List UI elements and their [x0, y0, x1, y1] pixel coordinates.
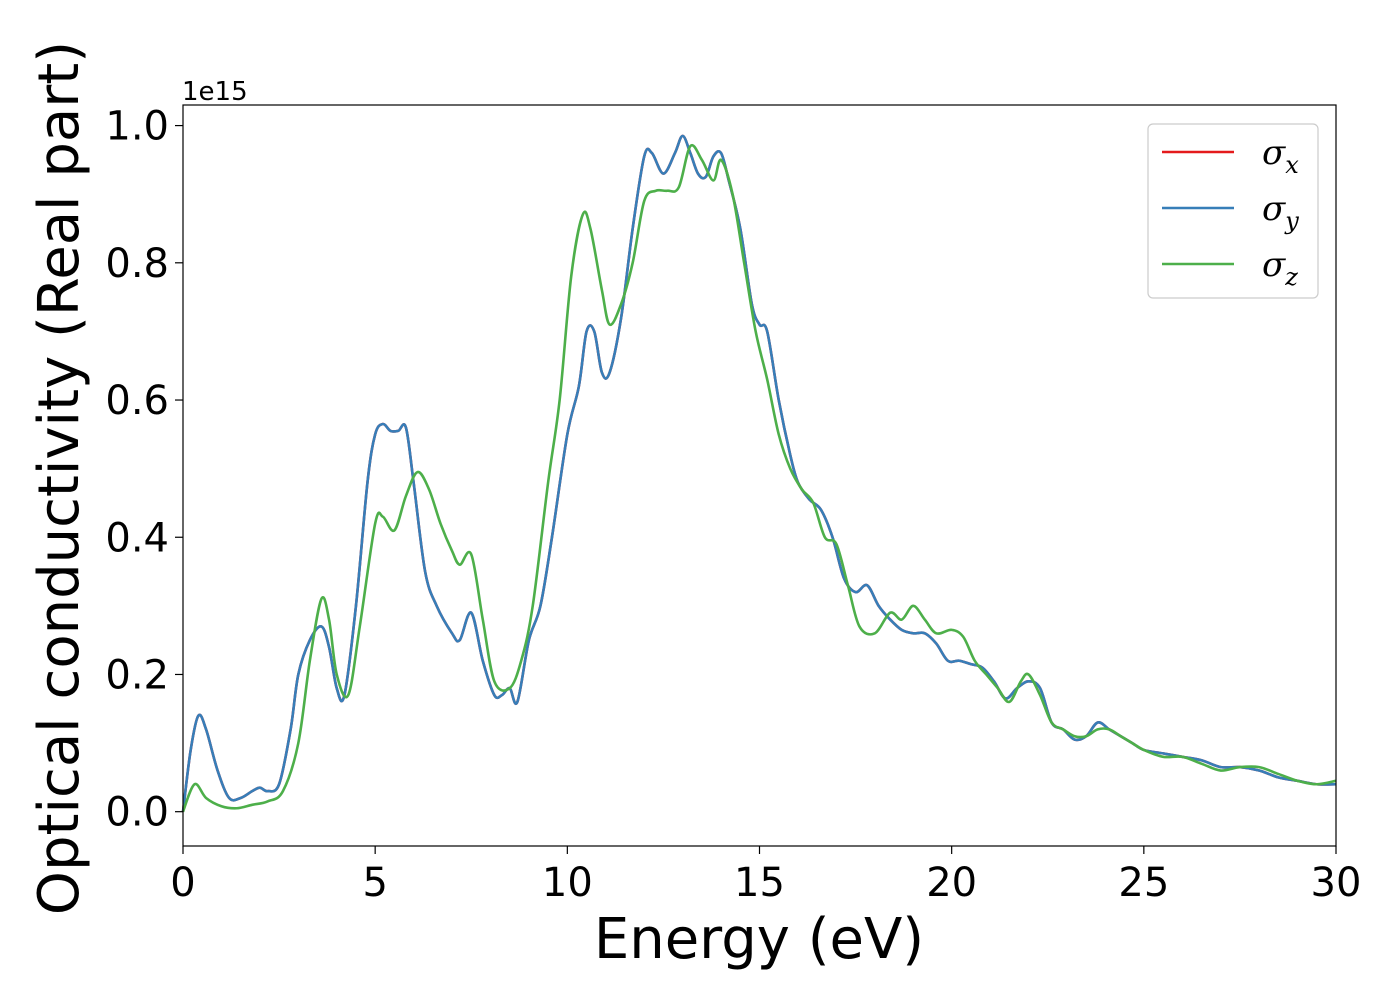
- x-tick-label: 20: [926, 860, 977, 906]
- y-tick-label: 0.8: [105, 241, 169, 287]
- y-tick-label: 0.2: [105, 652, 169, 698]
- x-tick-label: 25: [1118, 860, 1169, 906]
- x-tick-label: 0: [170, 860, 195, 906]
- y-axis: 0.0 0.2 0.4 0.6 0.8 1.0: [105, 104, 183, 836]
- legend-label-y: σy: [1262, 189, 1299, 235]
- x-tick-label: 30: [1311, 860, 1362, 906]
- legend-label-z: σz: [1262, 245, 1298, 291]
- x-axis-label: Energy (eV): [594, 907, 924, 972]
- legend-symbol: σ: [1262, 189, 1286, 229]
- legend-subscript: z: [1284, 263, 1298, 291]
- y-axis-label: Optical conductivity (Real part): [27, 41, 92, 915]
- legend-symbol: σ: [1262, 133, 1286, 173]
- series-line-z: [181, 143, 1337, 813]
- legend-subscript: x: [1285, 151, 1299, 179]
- x-tick-label: 10: [542, 860, 593, 906]
- y-axis-offset-label: 1e15: [182, 77, 248, 107]
- y-tick-label: 0.6: [105, 378, 169, 424]
- y-tick-label: 0.0: [105, 790, 169, 836]
- legend-box: [1147, 123, 1319, 299]
- legend-subscript: y: [1284, 207, 1299, 235]
- x-tick-label: 5: [362, 860, 387, 906]
- series-layer: [181, 134, 1337, 813]
- x-axis: 0 5 10 15 20 25 30: [170, 846, 1361, 906]
- legend-label-x: σx: [1262, 133, 1299, 179]
- y-tick-label: 0.4: [105, 515, 169, 561]
- x-tick-label: 15: [734, 860, 785, 906]
- legend-symbol: σ: [1262, 245, 1286, 285]
- y-tick-label: 1.0: [105, 104, 169, 150]
